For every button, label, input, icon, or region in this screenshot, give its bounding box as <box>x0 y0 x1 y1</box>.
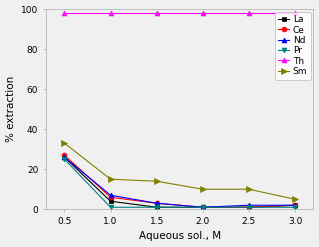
Pr <box>155 206 159 209</box>
La <box>155 206 159 209</box>
Th <box>247 12 251 15</box>
Sm <box>293 198 297 201</box>
Pr <box>247 206 251 209</box>
Th <box>109 12 113 15</box>
Sm <box>247 188 251 191</box>
La <box>293 204 297 207</box>
Th <box>201 12 205 15</box>
Nd <box>155 202 159 205</box>
Line: La: La <box>62 155 297 210</box>
Pr <box>109 206 113 209</box>
Nd <box>293 204 297 207</box>
Ce <box>247 206 251 209</box>
Nd <box>247 204 251 207</box>
Line: Ce: Ce <box>62 153 297 210</box>
Line: Pr: Pr <box>62 157 297 210</box>
Line: Th: Th <box>62 11 297 16</box>
Legend: La, Ce, Nd, Pr, Th, Sm: La, Ce, Nd, Pr, Th, Sm <box>275 12 311 80</box>
Line: Nd: Nd <box>62 155 297 210</box>
Ce <box>155 202 159 205</box>
Sm <box>63 142 66 145</box>
Line: Sm: Sm <box>62 140 298 202</box>
La <box>109 200 113 203</box>
Sm <box>201 188 205 191</box>
X-axis label: Aqueous sol., M: Aqueous sol., M <box>139 231 221 242</box>
Pr <box>201 206 205 209</box>
La <box>247 206 251 209</box>
Pr <box>293 206 297 209</box>
La <box>63 156 66 159</box>
Nd <box>109 194 113 197</box>
Ce <box>201 206 205 209</box>
Nd <box>201 206 205 209</box>
Th <box>293 12 297 15</box>
Th <box>63 12 66 15</box>
Ce <box>293 204 297 207</box>
Th <box>155 12 159 15</box>
Ce <box>63 154 66 157</box>
Nd <box>63 156 66 159</box>
Sm <box>155 180 159 183</box>
Y-axis label: % extraction: % extraction <box>5 76 16 142</box>
Sm <box>109 178 113 181</box>
Pr <box>63 158 66 161</box>
La <box>201 206 205 209</box>
Ce <box>109 196 113 199</box>
